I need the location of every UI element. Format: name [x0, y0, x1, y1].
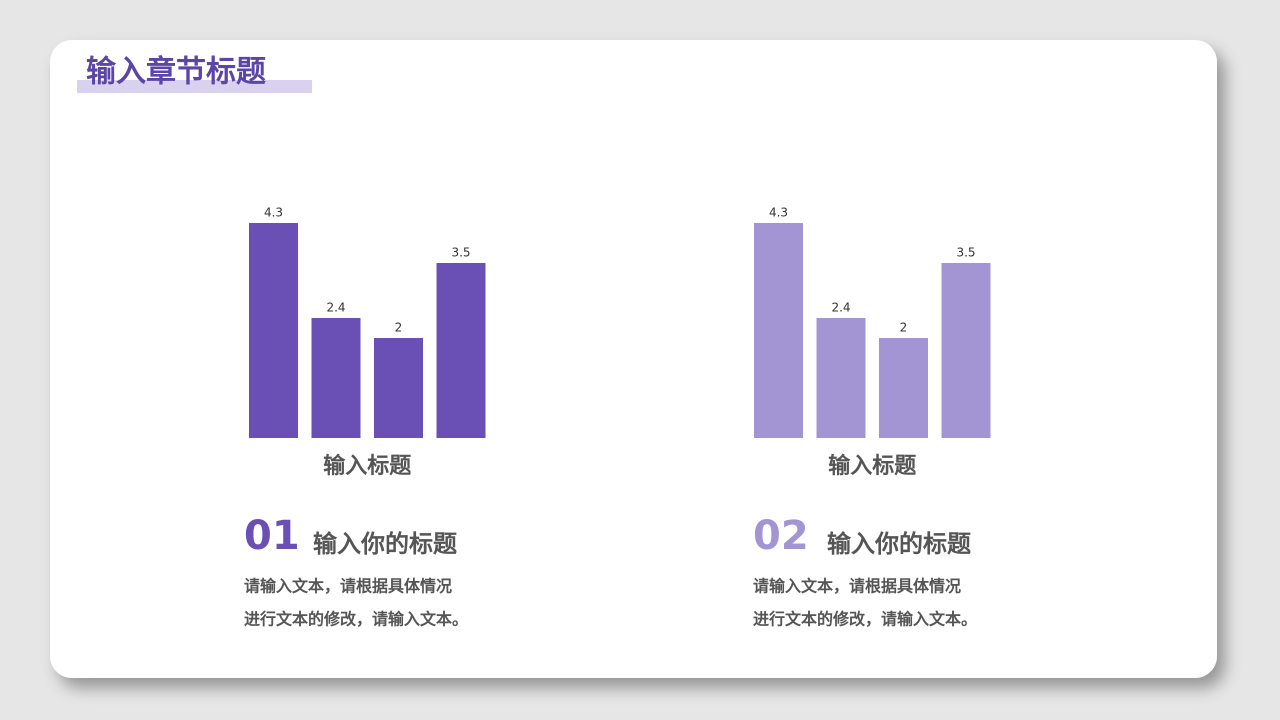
chart-title: 输入标题 [323, 453, 412, 479]
data-label: 2.4 [326, 301, 345, 315]
chart-title: 输入标题 [828, 453, 917, 479]
bar [816, 318, 866, 438]
data-label: 3.5 [956, 246, 975, 260]
section-text: 请输入文本，请根据具体情况 [753, 577, 961, 596]
section-number: 02 [753, 513, 809, 559]
data-label: 2.4 [831, 301, 850, 315]
bar [754, 223, 803, 438]
section-text: 进行文本的修改，请输入文本。 [753, 610, 977, 629]
data-label: 2 [395, 321, 403, 335]
data-label: 3.5 [451, 246, 470, 260]
section-number: 01 [244, 513, 300, 559]
section-text: 请输入文本，请根据具体情况 [244, 577, 452, 596]
bar [374, 338, 423, 438]
section-text: 进行文本的修改，请输入文本。 [244, 610, 468, 629]
data-label: 4.3 [264, 206, 283, 220]
bar [249, 223, 298, 438]
bar [311, 318, 361, 438]
data-label: 2 [900, 321, 908, 335]
bar [879, 338, 928, 438]
section-title: 输入你的标题 [313, 530, 457, 558]
bar [436, 263, 486, 438]
slide-title: 输入章节标题 [86, 55, 266, 90]
bar [941, 263, 991, 438]
title-highlight [77, 80, 312, 93]
card [50, 40, 1217, 678]
section-title: 输入你的标题 [827, 530, 971, 558]
data-label: 4.3 [769, 206, 788, 220]
